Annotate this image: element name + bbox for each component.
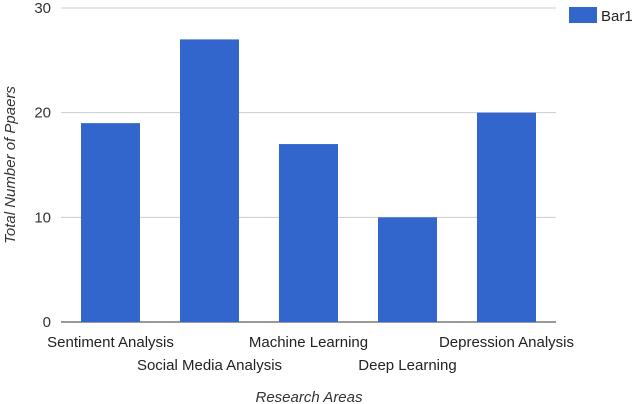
y-tick-label: 20 bbox=[34, 105, 51, 122]
y-axis-ticks: 0 10 20 30 bbox=[34, 0, 51, 331]
legend-swatch bbox=[569, 7, 597, 23]
x-tick-label: Machine Learning bbox=[249, 334, 368, 351]
bar bbox=[477, 112, 536, 323]
bar bbox=[279, 144, 338, 322]
x-tick-label: Sentiment Analysis bbox=[47, 334, 174, 351]
x-tick-label: Social Media Analysis bbox=[137, 357, 282, 374]
y-tick-label: 30 bbox=[34, 0, 51, 17]
bar bbox=[378, 217, 437, 322]
x-tick-label: Depression Analysis bbox=[439, 334, 574, 351]
legend: Bar1 bbox=[569, 7, 633, 25]
x-tick-label: Deep Learning bbox=[358, 357, 456, 374]
y-tick-label: 0 bbox=[43, 314, 51, 331]
legend-label: Bar1 bbox=[601, 8, 633, 25]
y-axis-title: Total Number of Ppaers bbox=[2, 86, 19, 244]
bars bbox=[81, 39, 536, 323]
bar bbox=[180, 39, 239, 323]
bar bbox=[81, 123, 140, 322]
x-axis-labels: Sentiment Analysis Social Media Analysis M… bbox=[47, 334, 574, 374]
x-axis-title: Research Areas bbox=[256, 389, 363, 404]
y-tick-label: 10 bbox=[34, 209, 51, 226]
